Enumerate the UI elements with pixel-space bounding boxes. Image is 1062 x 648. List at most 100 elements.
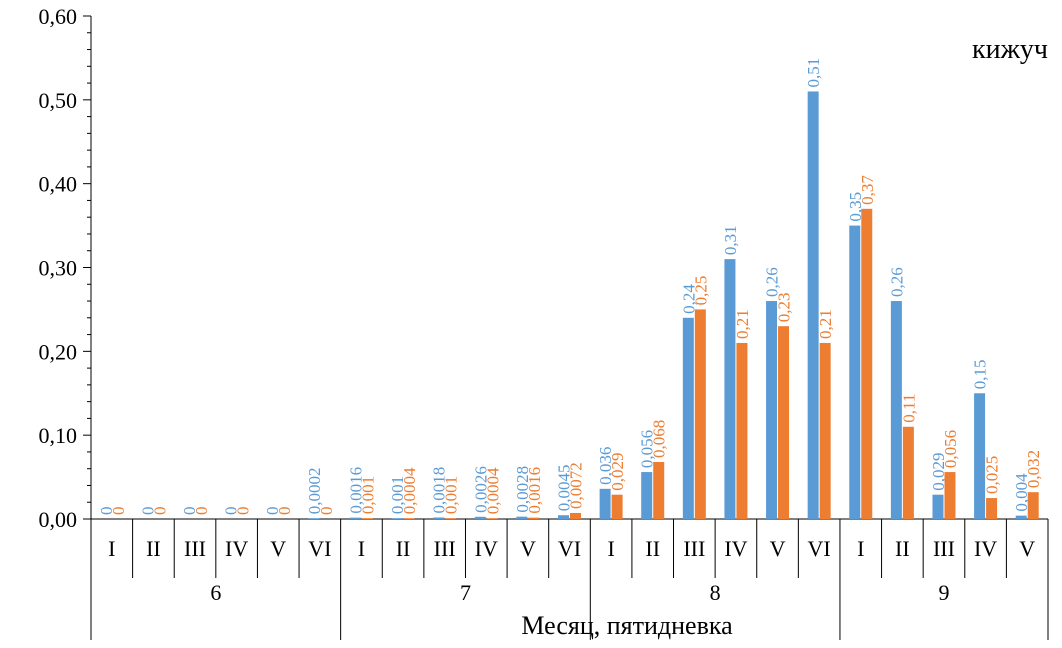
data-label: 0,51 <box>804 58 823 88</box>
bar <box>599 488 611 519</box>
data-label: 0 <box>263 507 282 516</box>
x-axis-title: Месяц, пятидневка <box>521 611 733 640</box>
data-label: 0,0002 <box>305 467 324 514</box>
data-label: 0 <box>192 507 211 516</box>
data-label: 0 <box>222 507 241 516</box>
bar <box>890 301 902 519</box>
y-tick-label: 0,00 <box>39 507 78 532</box>
x-tick-label: III <box>683 536 705 561</box>
bar <box>641 472 653 519</box>
data-label: 0 <box>234 507 253 516</box>
bar <box>944 472 956 519</box>
data-label: 0 <box>138 507 157 516</box>
data-label: 0,0004 <box>400 467 419 514</box>
data-label: 0,0018 <box>430 467 449 514</box>
data-label: 0,35 <box>846 192 865 222</box>
x-tick-label: V <box>270 536 286 561</box>
y-tick-label: 0,10 <box>39 423 78 448</box>
x-group-label: 9 <box>938 580 949 605</box>
bar <box>1015 515 1027 519</box>
data-label: 0,001 <box>358 476 377 514</box>
x-tick-label: IV <box>974 536 997 561</box>
y-tick-label: 0,30 <box>39 256 78 281</box>
data-label: 0 <box>317 507 336 516</box>
data-label: 0,056 <box>941 430 960 468</box>
data-label: 0,26 <box>763 267 782 297</box>
data-label: 0,24 <box>679 284 698 314</box>
x-tick-label: II <box>146 536 161 561</box>
y-tick-label: 0,50 <box>39 88 78 113</box>
data-label: 0 <box>109 507 128 516</box>
bar <box>849 225 861 520</box>
x-tick-label: V <box>770 536 786 561</box>
data-label: 0,11 <box>899 394 918 423</box>
data-label: 0 <box>180 507 199 516</box>
bar <box>724 259 736 519</box>
data-label: 0,21 <box>733 309 752 339</box>
x-tick-label: IV <box>475 536 498 561</box>
bar <box>682 317 694 519</box>
x-tick-label: I <box>108 536 115 561</box>
y-tick-label: 0,40 <box>39 172 78 197</box>
x-tick-label: V <box>1019 536 1035 561</box>
bar <box>819 342 831 519</box>
data-label: 0,068 <box>650 420 669 458</box>
bar <box>308 518 320 519</box>
bar <box>528 517 540 519</box>
data-label: 0,37 <box>858 175 877 205</box>
data-label: 0,056 <box>638 430 657 468</box>
bar <box>861 208 873 520</box>
bar <box>486 518 498 519</box>
bar <box>1027 492 1039 519</box>
data-label: 0 <box>275 507 294 516</box>
data-label: 0 <box>150 507 169 516</box>
data-label: 0,025 <box>983 456 1002 494</box>
x-tick-label: III <box>933 536 955 561</box>
bar <box>558 515 569 519</box>
y-tick-label: 0,20 <box>39 339 78 364</box>
x-tick-label: I <box>857 536 864 561</box>
data-label: 0,001 <box>388 476 407 514</box>
bar <box>932 494 944 519</box>
bar <box>653 461 665 519</box>
bar <box>986 498 998 519</box>
chart-title: кижуч <box>972 34 1048 65</box>
bar <box>902 426 914 519</box>
bar <box>433 517 445 519</box>
data-label: 0,036 <box>596 447 615 485</box>
x-tick-label: VI <box>558 536 581 561</box>
bar <box>611 494 623 519</box>
x-tick-label: II <box>396 536 411 561</box>
bar <box>974 393 986 519</box>
data-label: 0,21 <box>816 309 835 339</box>
bar <box>694 309 706 519</box>
data-label: 0,029 <box>929 452 948 490</box>
data-label: 0,31 <box>721 225 740 255</box>
data-label: 0,26 <box>887 267 906 297</box>
data-label: 0,0072 <box>567 462 586 509</box>
data-label: 0,0004 <box>483 467 502 514</box>
bar <box>391 518 403 519</box>
data-labels-layer: 0 0 0 0 0 0,0002 0,0016 0,001 0,0018 0,0026 0,0028… <box>97 58 1043 515</box>
bar <box>778 326 790 519</box>
x-tick-label: I <box>607 536 614 561</box>
data-label: 0,0026 <box>471 466 490 513</box>
bar <box>807 91 819 519</box>
data-label: 0,032 <box>1024 450 1043 488</box>
bar <box>445 518 457 519</box>
x-tick-label: VI <box>308 536 331 561</box>
bar <box>766 301 778 519</box>
data-label: 0,0045 <box>555 464 574 511</box>
data-label: 0,25 <box>691 276 710 306</box>
data-label: 0,0016 <box>525 467 544 514</box>
bar <box>570 512 581 519</box>
axes-layer: 0,000,100,200,300,400,500,60I II III IV V VI I… <box>39 4 1049 640</box>
data-label: 0,001 <box>442 476 461 514</box>
x-group-label: 7 <box>460 580 471 605</box>
x-tick-label: I <box>358 536 365 561</box>
data-label: 0,0016 <box>346 467 365 514</box>
x-group-label: 8 <box>710 580 721 605</box>
data-label: 0,0028 <box>513 466 532 513</box>
